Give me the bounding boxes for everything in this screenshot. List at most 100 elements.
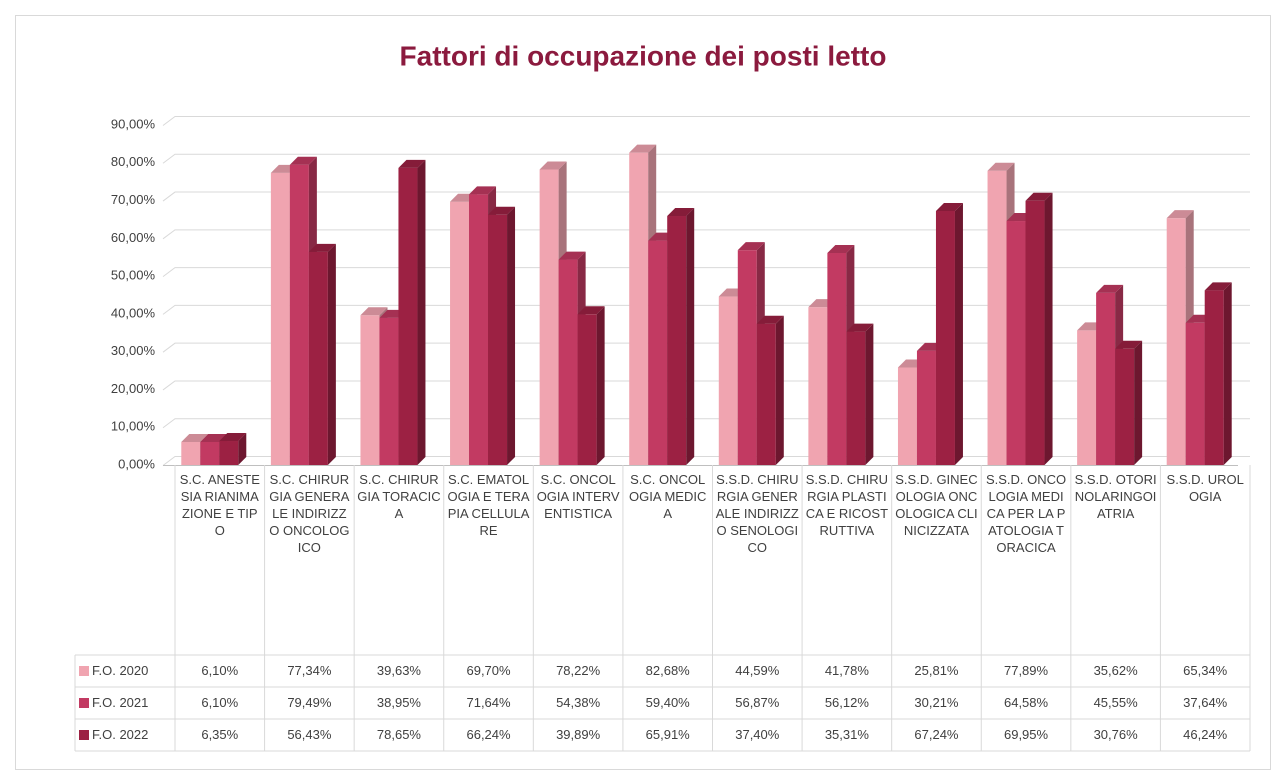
data-label: 77,34%	[287, 663, 332, 678]
bar-side	[1223, 282, 1232, 465]
data-label: 37,40%	[735, 727, 780, 742]
bar-front	[1166, 218, 1186, 465]
bar-front	[827, 252, 847, 465]
legend-entry: F.O. 2021	[75, 687, 175, 719]
bar-front	[846, 331, 866, 465]
bar	[1115, 340, 1143, 465]
data-label: 54,38%	[556, 695, 601, 710]
x-tick-label: S.S.D. ONCOLOGIA MEDICA PER LA PATOLOGIA…	[985, 472, 1067, 555]
bar-top	[1096, 284, 1124, 293]
bar-front	[1115, 348, 1135, 465]
bar-side	[954, 202, 963, 465]
bar-front	[1006, 221, 1026, 465]
x-tick-label: S.C. ANESTESIA RIANIMAZIONE E TIPO	[179, 472, 260, 538]
data-label: 39,89%	[556, 727, 601, 742]
data-label: 25,81%	[914, 663, 959, 678]
bar-front	[558, 259, 578, 465]
x-tick-label: S.S.D. UROLOGIA	[1166, 472, 1244, 504]
grid-line	[162, 267, 1250, 278]
bar-top	[360, 307, 388, 316]
bar-side	[507, 206, 516, 465]
bar-top	[667, 208, 695, 217]
y-tick-label: 30,00%	[111, 343, 156, 358]
bar-top	[935, 202, 963, 211]
data-label: 79,49%	[287, 695, 332, 710]
data-label: 6,10%	[201, 663, 239, 678]
bar-front	[1025, 200, 1045, 465]
data-label: 44,59%	[735, 663, 780, 678]
bar-top	[827, 244, 855, 253]
y-tick-label: 70,00%	[111, 192, 156, 207]
bar-front	[1204, 290, 1224, 465]
bar-side	[596, 306, 605, 465]
bar-front	[648, 240, 668, 465]
x-tick-label: S.C. CHIRURGIA GENERALE INDIRIZZO ONCOLO…	[269, 472, 350, 555]
data-label: 64,58%	[1003, 695, 1049, 710]
bar-top	[987, 162, 1015, 171]
bar-front	[718, 296, 738, 465]
bar-front	[916, 350, 936, 465]
bar-front	[450, 201, 470, 465]
x-tick-label: S.C. ONCOLOGIA MEDICA	[629, 472, 707, 521]
bar-top	[488, 206, 516, 215]
data-label: 56,87%	[735, 695, 780, 710]
bar-front	[200, 441, 220, 465]
data-label: 71,64%	[466, 695, 511, 710]
legend-swatch	[79, 666, 89, 676]
y-tick-label: 80,00%	[111, 154, 156, 169]
bar-front	[897, 367, 917, 465]
bar-top	[539, 161, 567, 170]
grid-line	[162, 418, 1250, 429]
bar-side	[417, 159, 426, 465]
data-label: 65,34%	[1183, 663, 1228, 678]
bar-side	[238, 433, 247, 465]
bar-top	[289, 156, 317, 165]
bar	[398, 159, 426, 465]
bar-top	[398, 159, 426, 168]
bar-top	[629, 144, 657, 153]
bar-top	[1166, 210, 1194, 219]
x-tick-label: S.S.D. CHIRURGIA GENERALE INDIRIZZO SENO…	[715, 472, 799, 555]
x-tick-label: S.C. EMATOLOGIA E TERAPIA CELLULARE	[447, 472, 530, 538]
data-label: 37,64%	[1183, 695, 1228, 710]
bar-front	[469, 194, 489, 466]
grid-line	[162, 191, 1250, 202]
bar	[308, 243, 336, 465]
grid-line	[162, 116, 1250, 126]
legend-swatch	[79, 698, 89, 708]
x-tick-label: S.C. CHIRURGIA TORACICA	[357, 472, 441, 521]
data-label: 56,43%	[287, 727, 332, 742]
bar-top	[1115, 340, 1143, 349]
data-label: 65,91%	[645, 727, 690, 742]
bar-front	[1096, 292, 1116, 465]
data-label: 77,89%	[1003, 663, 1049, 678]
bar-front	[181, 441, 201, 465]
data-label: 78,22%	[556, 663, 601, 678]
y-tick-label: 60,00%	[111, 230, 156, 245]
bar-front	[987, 170, 1007, 465]
y-tick-label: 50,00%	[111, 268, 156, 283]
data-label: 6,35%	[201, 727, 239, 742]
data-label: 45,55%	[1093, 695, 1138, 710]
legend-entry: F.O. 2020	[75, 655, 175, 687]
y-tick-label: 40,00%	[111, 305, 156, 320]
data-label: 66,24%	[466, 727, 511, 742]
bar-front	[219, 441, 239, 465]
grid-line	[162, 229, 1250, 240]
chart-title: Fattori di occupazione dei posti letto	[400, 40, 887, 71]
bar-front	[667, 216, 687, 465]
x-tick-label: S.C. ONCOLOGIA INTERVENTISTICA	[536, 472, 620, 521]
data-label: 38,95%	[376, 695, 421, 710]
bar-front	[737, 250, 757, 465]
bar-front	[539, 169, 559, 465]
bar-front	[270, 172, 290, 465]
grid-line	[162, 456, 1250, 466]
bar-front	[488, 214, 508, 465]
bar-top	[737, 242, 765, 251]
bar-top	[558, 251, 586, 260]
bar	[1204, 282, 1232, 465]
bar-front	[379, 317, 399, 465]
bar-front	[1185, 322, 1205, 465]
